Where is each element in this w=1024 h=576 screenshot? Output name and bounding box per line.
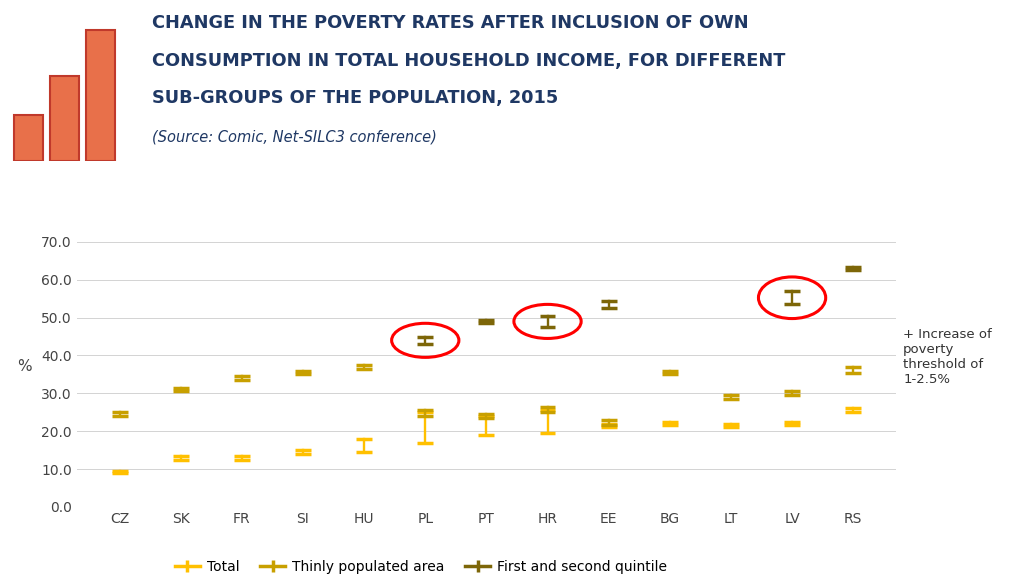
Legend: Total, Thinly populated area, First and second quintile: Total, Thinly populated area, First and … xyxy=(169,554,673,576)
Bar xyxy=(50,77,79,161)
Y-axis label: %: % xyxy=(17,359,32,374)
Text: (Source: Comic, Net-SILC3 conference): (Source: Comic, Net-SILC3 conference) xyxy=(152,129,436,144)
Text: + Increase of
poverty
threshold of
1-2.5%: + Increase of poverty threshold of 1-2.5… xyxy=(903,328,992,386)
Text: SUB-GROUPS OF THE POPULATION, 2015: SUB-GROUPS OF THE POPULATION, 2015 xyxy=(152,89,558,107)
Bar xyxy=(14,115,43,161)
Text: CONSUMPTION IN TOTAL HOUSEHOLD INCOME, FOR DIFFERENT: CONSUMPTION IN TOTAL HOUSEHOLD INCOME, F… xyxy=(152,52,785,70)
Text: CHANGE IN THE POVERTY RATES AFTER INCLUSION OF OWN: CHANGE IN THE POVERTY RATES AFTER INCLUS… xyxy=(152,14,749,32)
Bar xyxy=(86,30,116,161)
